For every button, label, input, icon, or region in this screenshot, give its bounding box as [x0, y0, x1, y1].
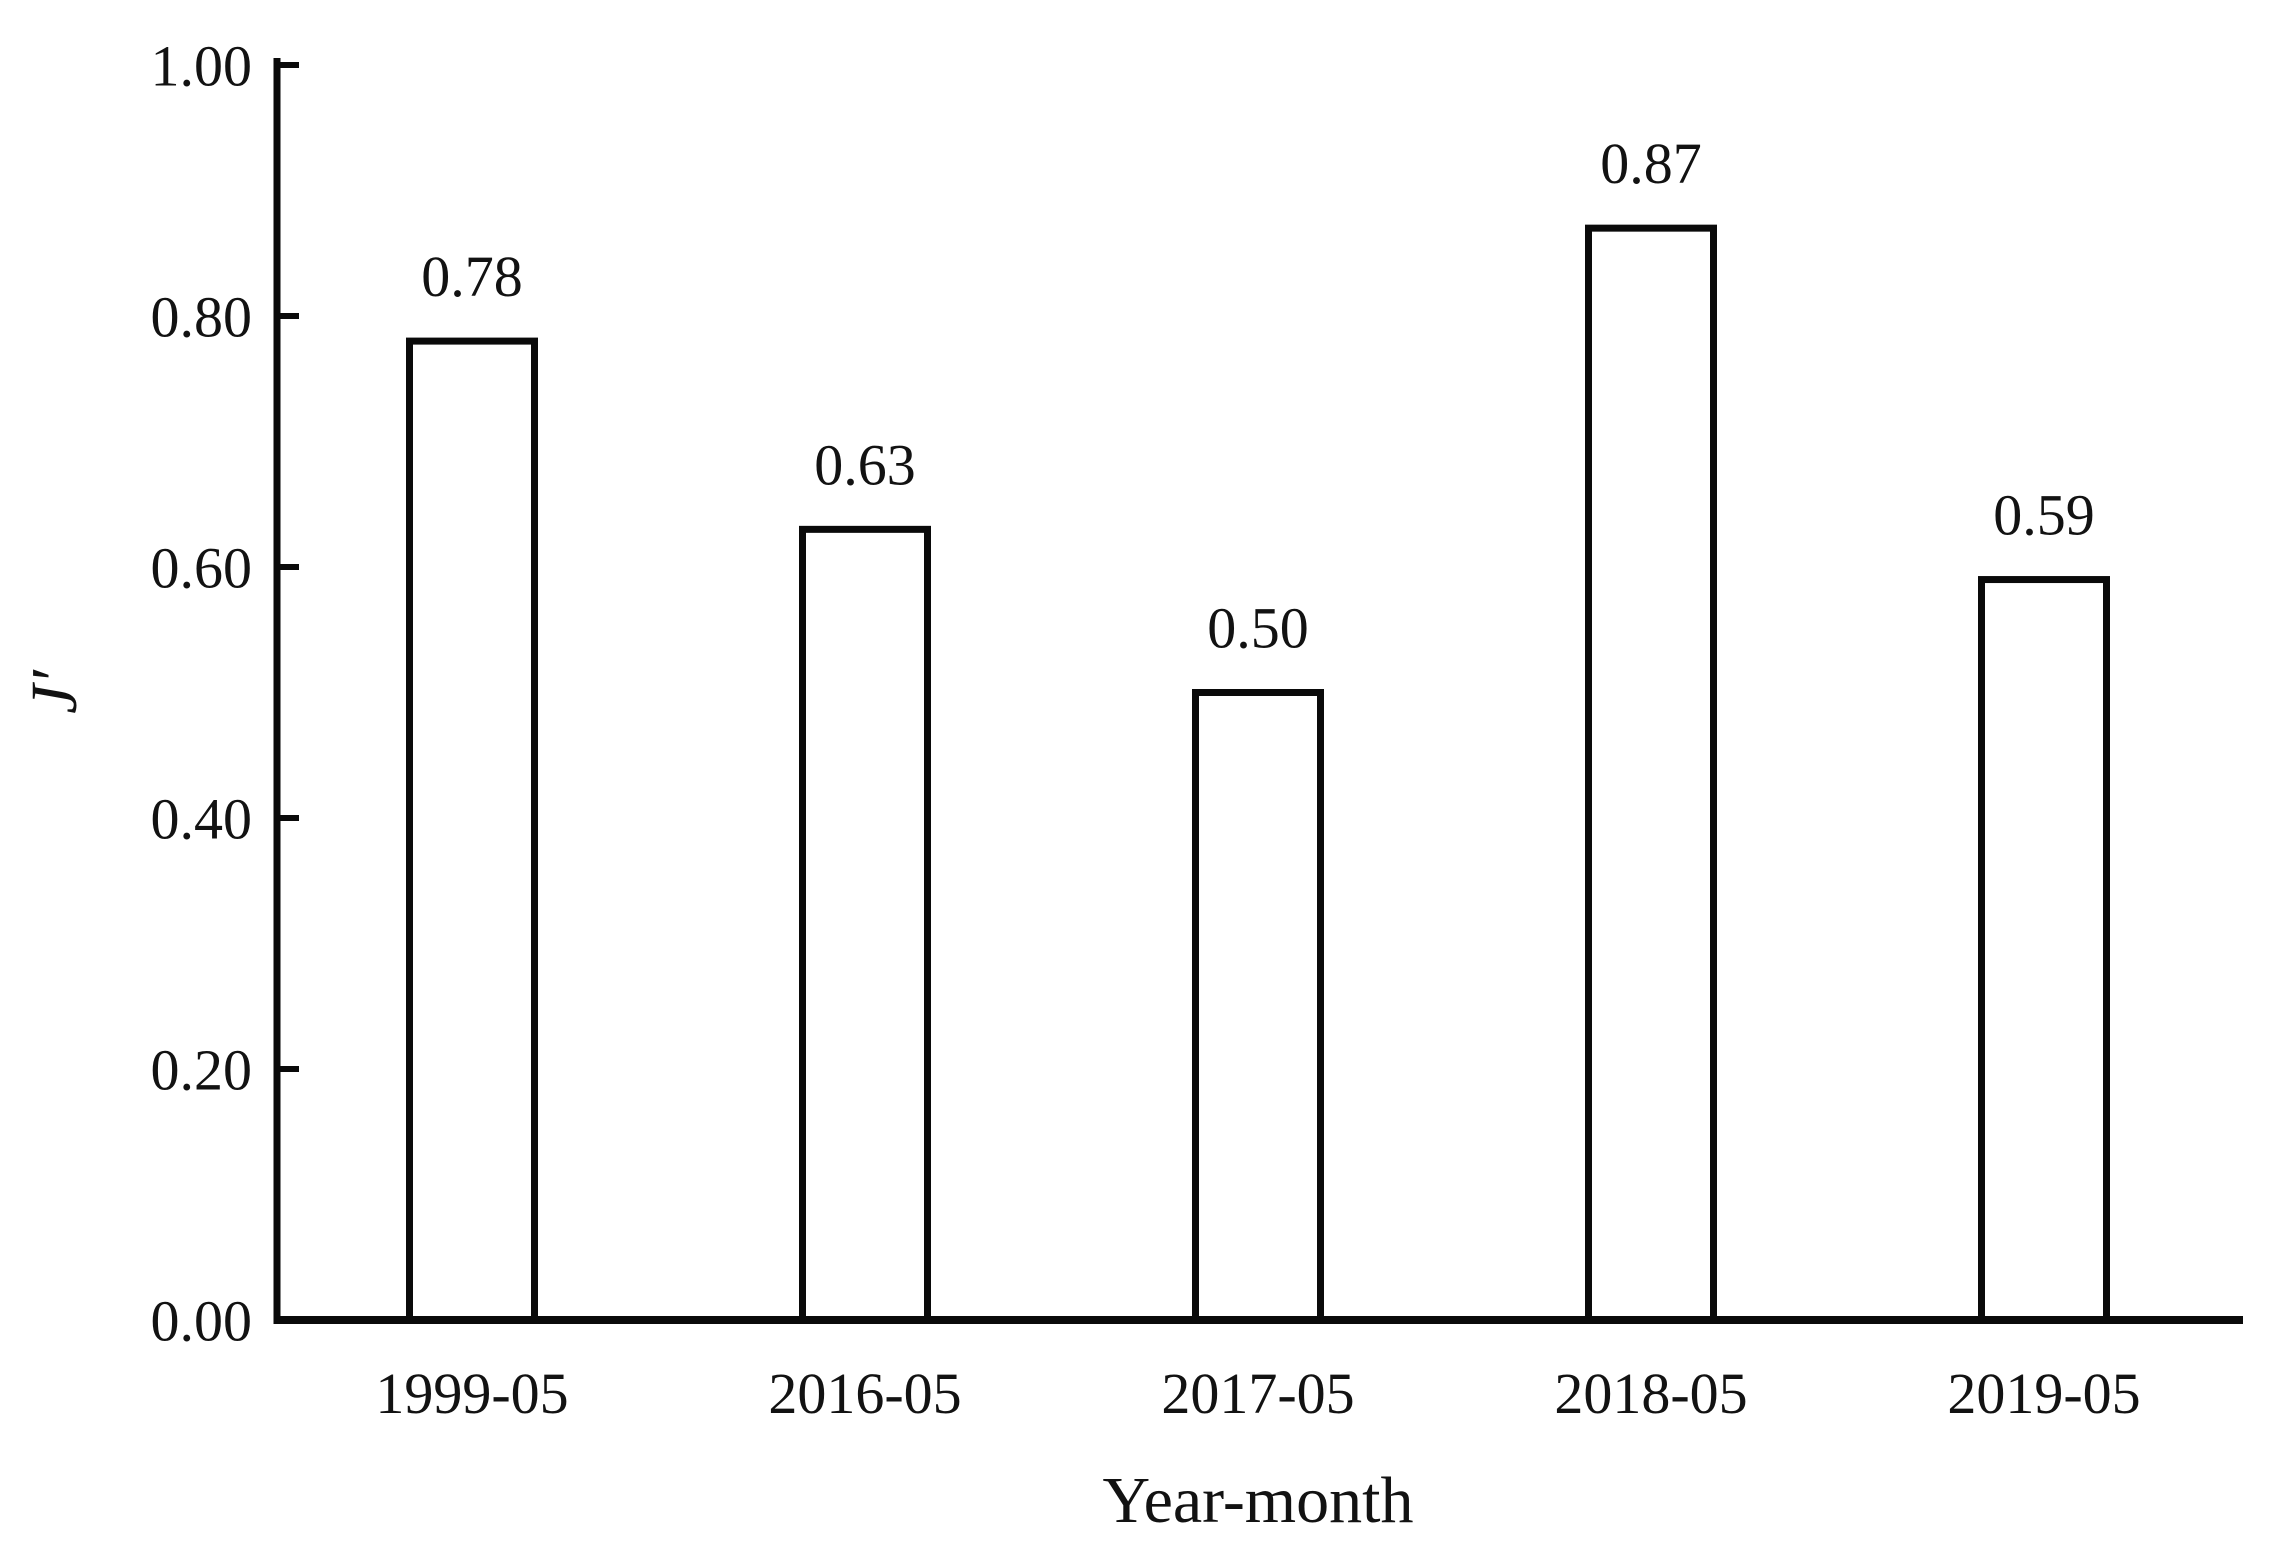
x-category-label: 2018-05	[1554, 1361, 1747, 1426]
bar	[1585, 224, 1717, 1324]
y-tick-label: 0.60	[151, 535, 253, 600]
y-axis-title: J′	[18, 669, 91, 714]
y-tick-label: 0.00	[151, 1288, 253, 1353]
y-tick-label: 0.20	[151, 1037, 253, 1102]
x-category-label: 2016-05	[768, 1361, 961, 1426]
bars-group	[406, 224, 2110, 1324]
bar	[406, 337, 538, 1324]
axes-group	[273, 58, 2243, 1324]
y-ticks-group	[277, 62, 299, 1072]
bar	[799, 525, 931, 1324]
y-tick-label: 0.40	[151, 786, 253, 851]
bar-value-label: 0.87	[1600, 131, 1702, 196]
x-category-label: 2019-05	[1947, 1361, 2140, 1426]
bar	[1978, 576, 2110, 1324]
x-category-labels-group: 1999-05 2016-05 2017-05 2018-05 2019-05	[375, 1361, 2140, 1426]
bar-value-label: 0.63	[814, 432, 916, 497]
bar-value-label: 0.50	[1207, 596, 1309, 661]
x-axis-title: Year-month	[1103, 1464, 1414, 1537]
y-tick-labels-group: 0.00 0.20 0.40 0.60 0.80 1.00	[151, 33, 253, 1353]
x-category-label: 1999-05	[375, 1361, 568, 1426]
y-tick-label: 0.80	[151, 284, 253, 349]
x-category-label: 2017-05	[1161, 1361, 1354, 1426]
bar-value-labels-group: 0.78 0.63 0.50 0.87 0.59	[421, 131, 2095, 660]
bar	[1192, 689, 1324, 1324]
bar-value-label: 0.78	[421, 244, 523, 309]
bar-value-label: 0.59	[1993, 483, 2095, 548]
y-tick-label: 1.00	[151, 33, 253, 98]
